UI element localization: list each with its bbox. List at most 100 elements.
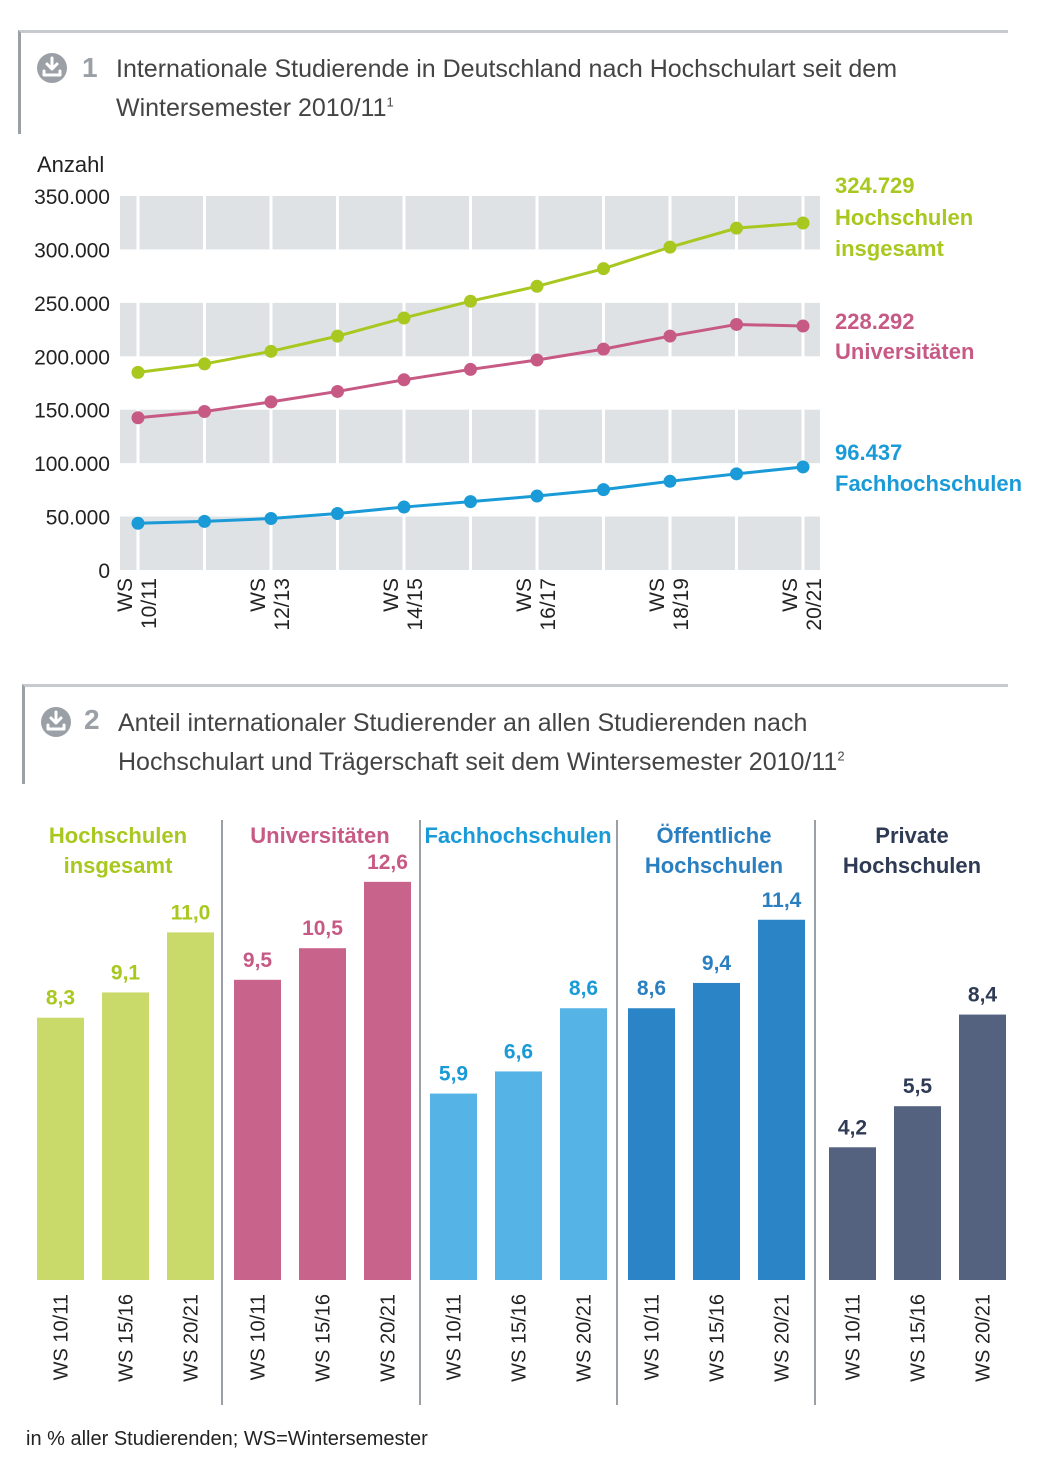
- chart1-header-frame: [18, 30, 1008, 134]
- data-point: [464, 495, 477, 509]
- bar: [102, 992, 149, 1280]
- y-tick-label: 250.000: [34, 293, 110, 316]
- data-point: [663, 240, 677, 254]
- bar-value-label: 8,6: [569, 977, 598, 1000]
- x-tick-label: WS 20/21: [574, 1294, 596, 1382]
- x-tick-label: WS 20/21: [973, 1294, 995, 1382]
- series-label: insgesamt: [835, 236, 944, 261]
- data-point: [464, 294, 477, 308]
- data-point: [597, 262, 610, 276]
- chart2-title: Anteil internationaler Studierender an a…: [118, 709, 845, 776]
- group-title: Hochschulen: [49, 823, 187, 848]
- x-tick-label-top: WS: [779, 578, 802, 612]
- x-tick-label-bottom: 18/19: [670, 578, 693, 631]
- data-point: [597, 342, 610, 356]
- x-tick-label: WS 10/11: [444, 1294, 466, 1380]
- bar-value-label: 12,6: [367, 851, 408, 874]
- x-tick-label-bottom: 10/11: [138, 578, 161, 629]
- bar-value-label: 8,4: [968, 984, 998, 1007]
- group-title: Fachhochschulen: [424, 823, 611, 848]
- x-tick-label: WS 20/21: [779, 578, 826, 631]
- data-point: [730, 317, 743, 331]
- group-title: insgesamt: [64, 853, 173, 878]
- bar: [959, 1014, 1006, 1280]
- data-point: [331, 384, 344, 398]
- bar-value-label: 9,4: [702, 952, 732, 975]
- data-point: [198, 405, 211, 419]
- bar: [167, 932, 214, 1280]
- chart1-number: 1: [82, 52, 98, 83]
- x-tick-label: WS 10/11: [843, 1294, 865, 1380]
- group-title: Öffentliche: [657, 823, 772, 848]
- x-tick-label: WS 18/19: [646, 578, 693, 631]
- x-tick-label-top: WS: [646, 578, 669, 612]
- y-tick-label: 200.000: [34, 346, 110, 369]
- bar: [234, 979, 281, 1280]
- x-tick-label: WS 10/11: [51, 1294, 73, 1380]
- series-label: 228.292: [835, 309, 915, 334]
- bar: [693, 982, 740, 1280]
- data-point: [530, 489, 544, 503]
- bar-value-label: 11,0: [171, 901, 211, 924]
- download-icon[interactable]: [36, 52, 68, 84]
- data-point: [198, 357, 211, 371]
- x-tick-label-top: WS: [513, 578, 536, 612]
- y-tick-label: 150.000: [34, 400, 110, 423]
- bar: [628, 1008, 675, 1280]
- x-tick-label: WS 16/17: [513, 578, 560, 631]
- data-point: [597, 483, 610, 497]
- bar-value-label: 10,5: [302, 917, 343, 940]
- chart2-bar-chart: Hochschulen insgesamt 8,3 WS 10/11 9,1 WS 15/…: [37, 820, 1006, 1405]
- group-title: Universitäten: [250, 823, 389, 848]
- bar: [430, 1093, 477, 1280]
- x-tick-label-bottom: 12/13: [271, 578, 294, 631]
- data-point: [331, 506, 344, 520]
- series-label: 96.437: [835, 440, 902, 465]
- data-point: [530, 279, 544, 293]
- bar-value-label: 9,5: [243, 949, 273, 972]
- bar: [495, 1071, 542, 1280]
- chart1-line-chart: Anzahl 0 50.000 100.000 150.000 200.000 250.00…: [34, 152, 1022, 631]
- y-tick-label: 100.000: [34, 453, 110, 476]
- y-axis-label: Anzahl: [37, 152, 104, 177]
- data-point: [397, 311, 411, 325]
- data-point: [464, 362, 477, 376]
- bar: [560, 1008, 607, 1280]
- chart2-header-frame: [22, 684, 1008, 784]
- chart1-title: Internationale Studierende in Deutschlan…: [116, 55, 898, 122]
- x-tick-label: WS 10/11: [642, 1294, 664, 1380]
- data-point: [397, 500, 411, 514]
- data-point: [131, 516, 145, 530]
- y-tick-label: 300.000: [34, 239, 110, 262]
- x-tick-label: WS 10/11: [114, 578, 161, 629]
- y-tick-label: 350.000: [34, 186, 110, 209]
- data-point: [264, 344, 278, 358]
- x-tick-label-top: WS: [247, 578, 270, 612]
- x-tick-label-top: WS: [114, 578, 137, 612]
- bar: [299, 948, 346, 1280]
- bar: [894, 1106, 941, 1280]
- footnote: in % aller Studierenden; WS=Wintersemest…: [26, 1428, 428, 1450]
- bar-value-label: 5,5: [903, 1075, 933, 1098]
- bar-value-label: 5,9: [439, 1063, 468, 1086]
- y-tick-label: 0: [98, 560, 110, 583]
- x-tick-label-bottom: 14/15: [404, 578, 427, 631]
- series-label: Universitäten: [835, 339, 974, 364]
- x-tick-label-bottom: 16/17: [537, 578, 560, 631]
- download-icon[interactable]: [40, 706, 72, 738]
- x-tick-label-top: WS: [380, 578, 403, 612]
- data-point: [131, 411, 145, 425]
- data-point: [131, 365, 145, 379]
- x-tick-label-bottom: 20/21: [803, 578, 826, 631]
- data-point: [796, 460, 810, 474]
- x-tick-label: WS 10/11: [248, 1294, 270, 1380]
- x-tick-label: WS 20/21: [181, 1294, 203, 1382]
- data-point: [198, 514, 211, 528]
- bar-value-label: 9,1: [111, 961, 141, 984]
- series-label: 324.729: [835, 173, 915, 198]
- bar-value-label: 8,3: [46, 987, 75, 1010]
- bar: [758, 919, 805, 1280]
- y-tick-label: 50.000: [46, 507, 110, 530]
- data-point: [730, 467, 743, 481]
- x-tick-label: WS 15/16: [908, 1294, 930, 1382]
